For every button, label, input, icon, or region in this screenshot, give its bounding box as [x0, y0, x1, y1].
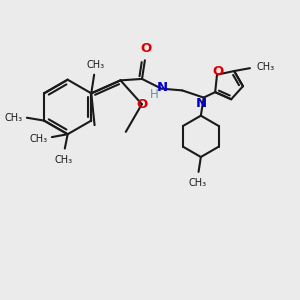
Text: CH₃: CH₃	[54, 155, 72, 165]
Text: CH₃: CH₃	[256, 62, 274, 72]
Text: N: N	[157, 81, 168, 94]
Text: O: O	[136, 98, 148, 111]
Text: CH₃: CH₃	[86, 59, 105, 70]
Text: O: O	[212, 65, 223, 78]
Text: CH₃: CH₃	[188, 178, 206, 188]
Text: CH₃: CH₃	[29, 134, 48, 143]
Text: CH₃: CH₃	[4, 113, 22, 123]
Text: N: N	[195, 98, 206, 110]
Text: H: H	[150, 88, 158, 101]
Text: O: O	[141, 41, 152, 55]
